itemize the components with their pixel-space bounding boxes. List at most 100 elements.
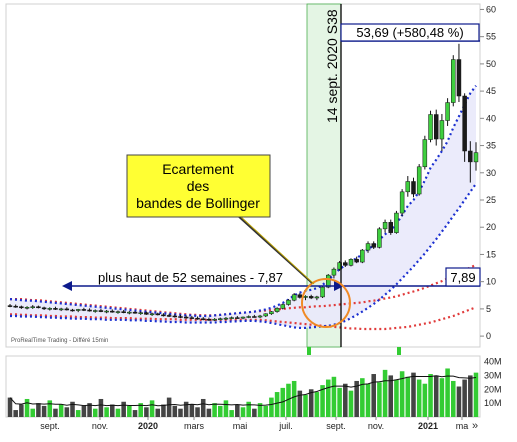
price-tick-label: 50	[486, 59, 496, 69]
volume-bar	[47, 400, 53, 417]
time-tick-label: sept.	[326, 421, 346, 431]
volume-bar	[206, 408, 212, 417]
volume-bar	[343, 383, 348, 417]
volume-bar	[354, 380, 359, 417]
candle-body	[394, 212, 399, 233]
volume-bar	[263, 405, 269, 417]
volume-bar	[58, 404, 64, 417]
volume-bar	[297, 390, 303, 417]
candle-body	[115, 311, 121, 313]
callout-line-2: des	[187, 178, 210, 194]
volume-bar	[132, 410, 138, 417]
volume-bar	[183, 401, 189, 417]
candle-body	[121, 311, 126, 313]
volume-bar	[53, 408, 58, 417]
volume-bar	[229, 410, 234, 417]
bollinger-band-area	[10, 85, 476, 328]
candle-body	[371, 243, 376, 248]
volume-bar	[70, 401, 75, 417]
volume-bar	[291, 380, 297, 417]
volume-bar	[405, 376, 411, 417]
volume-bar	[303, 394, 308, 417]
high-52w-arrow-right	[334, 281, 344, 291]
candle-body	[399, 191, 405, 214]
candle-body	[189, 317, 195, 319]
volume-bar	[382, 369, 388, 417]
volume-bar	[252, 408, 257, 417]
candle-body	[53, 308, 58, 310]
volume-bar	[19, 404, 24, 417]
volume-bar	[468, 375, 473, 417]
candle-body	[229, 317, 234, 319]
candle-body	[360, 249, 365, 263]
candle-body	[456, 59, 462, 97]
candle-body	[297, 294, 303, 298]
volume-bar	[456, 386, 462, 417]
volume-bar	[217, 405, 223, 417]
price-tick-label: 35	[486, 141, 496, 151]
time-tick-label: mars	[184, 421, 204, 431]
price-panel-border	[5, 3, 481, 348]
volume-bar	[104, 407, 109, 417]
candle-body	[178, 316, 183, 318]
candle-body	[7, 305, 13, 307]
candle-body	[144, 312, 149, 315]
volume-bar	[87, 403, 92, 417]
volume-tick-label: 40M	[484, 357, 502, 367]
candle-body	[411, 181, 416, 195]
squeeze-circle	[301, 278, 351, 328]
volume-bar	[92, 408, 98, 417]
volume-bar	[7, 397, 13, 417]
candle-body	[422, 139, 428, 168]
volume-bar	[416, 379, 422, 417]
volume-bar	[149, 400, 155, 417]
candle-body	[269, 311, 274, 315]
candle-body	[235, 317, 240, 319]
candle-body	[200, 318, 206, 320]
volume-bar	[195, 407, 200, 417]
volume-tick-label: 20M	[484, 384, 502, 394]
price-tick-label: 55	[486, 32, 496, 42]
candle-body	[183, 316, 189, 319]
volume-tick-label: 10M	[484, 398, 502, 408]
volume-bar	[75, 410, 81, 417]
scroll-right-icon[interactable]: »	[472, 420, 478, 432]
volume-bar	[223, 400, 229, 417]
volume-bar	[394, 379, 399, 417]
volume-bar	[325, 379, 331, 417]
price-tick-label: 20	[486, 222, 496, 232]
price-tick-label: 5	[486, 304, 491, 314]
candle-body	[388, 222, 393, 233]
price-tick-label: 30	[486, 168, 496, 178]
callout-box	[126, 154, 271, 218]
top-price-text: 53,69 (+580,48 %)	[356, 25, 463, 40]
volume-bar	[445, 368, 450, 417]
volume-bar	[331, 376, 337, 417]
volume-bar	[172, 405, 178, 417]
volume-bar	[110, 404, 115, 417]
candle-body	[428, 114, 433, 140]
bollinger-upper-long-line	[10, 263, 477, 317]
price-tick-label: 40	[486, 113, 496, 123]
volume-bar	[371, 374, 376, 417]
candle-body	[382, 222, 388, 230]
signal-marker-2	[397, 347, 401, 355]
candle-body	[161, 314, 166, 317]
candle-body	[343, 262, 348, 266]
candle-body	[308, 296, 314, 299]
volume-bar	[64, 407, 70, 417]
bollinger-band-fill	[10, 85, 476, 328]
candle-body	[13, 305, 18, 308]
volume-bar	[240, 407, 246, 417]
volume-bar	[377, 382, 382, 417]
bollinger-bands	[9, 85, 477, 331]
candle-body	[212, 318, 217, 321]
callout-pointer-shadow	[239, 215, 315, 285]
candle-body	[473, 152, 479, 163]
volume-bar	[121, 401, 126, 417]
signal-marker-1	[307, 347, 311, 355]
volume-bar	[269, 397, 274, 417]
candle-body	[439, 120, 445, 140]
price-tick-label: 15	[486, 249, 496, 259]
high-52w-label: plus haut de 52 semaines - 7,87	[98, 270, 283, 285]
